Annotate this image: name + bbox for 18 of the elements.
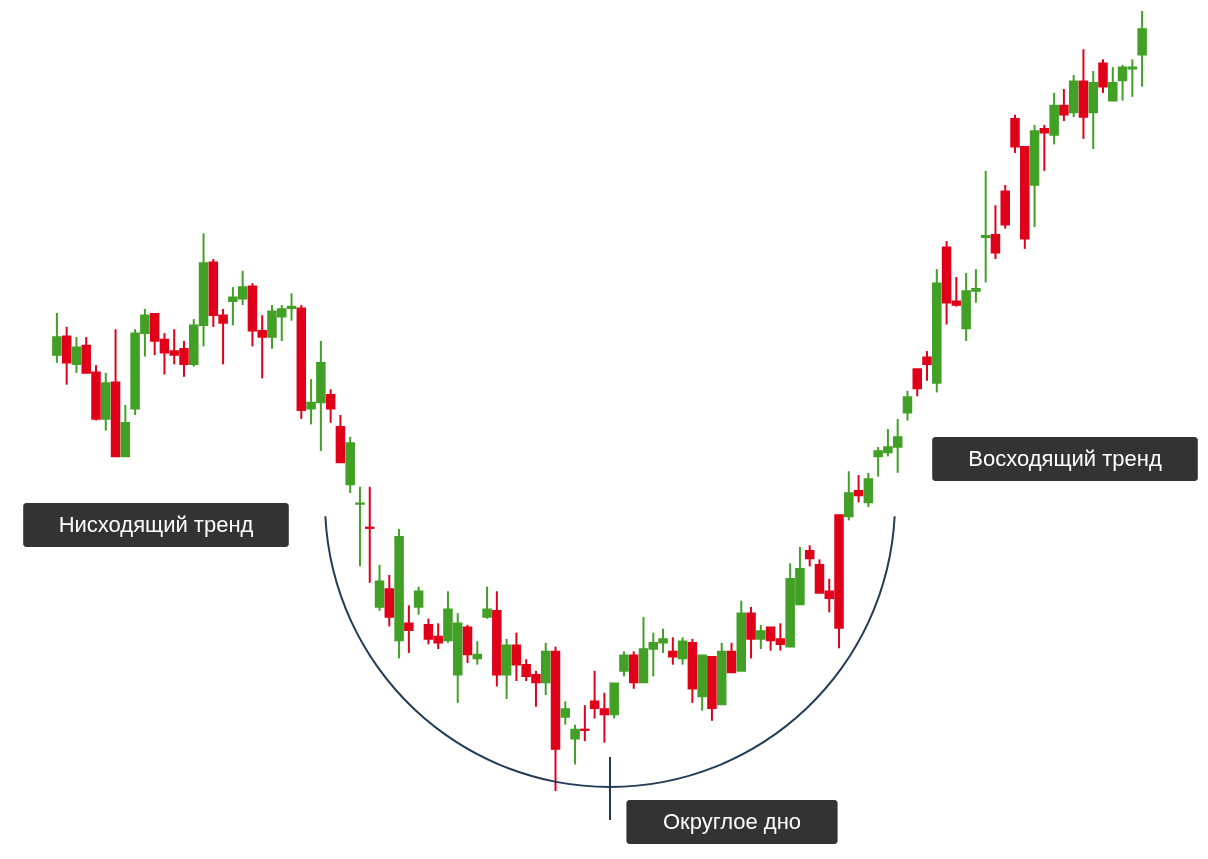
candlestick <box>922 350 932 382</box>
candlestick <box>844 470 854 522</box>
candlestick <box>990 204 1001 261</box>
candlestick <box>853 474 864 504</box>
candlestick <box>1108 66 1118 102</box>
candlestick <box>71 336 82 374</box>
candlestick <box>912 368 922 398</box>
text: Округлое дно <box>662 809 802 834</box>
annotation: Нисходящий тренд <box>58 512 254 537</box>
candlestick <box>52 311 62 364</box>
annotation: Восходящий тренд <box>968 446 1162 471</box>
candlestick <box>1059 88 1069 122</box>
candlestick <box>1098 58 1108 94</box>
candlestick <box>325 388 336 424</box>
candlestick <box>902 389 913 422</box>
candlestick <box>980 169 991 284</box>
candlestick <box>1039 123 1050 172</box>
candlestick <box>863 471 874 509</box>
